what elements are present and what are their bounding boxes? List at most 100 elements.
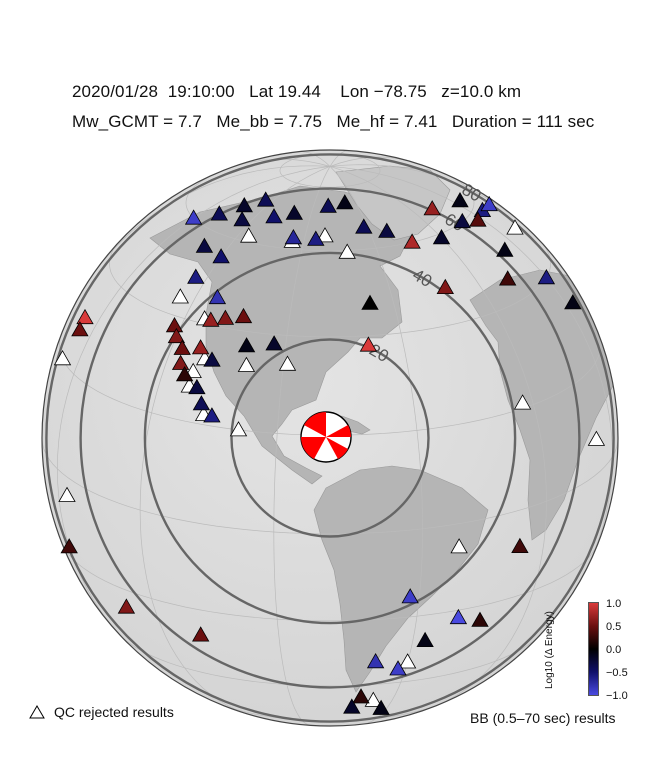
distance-ring (45, 153, 615, 723)
station-marker (195, 237, 214, 253)
qc-rejected-station-marker (278, 355, 297, 371)
qc-rejected-triangle-icon (29, 705, 45, 719)
station-marker (216, 309, 235, 325)
station-marker (192, 395, 211, 411)
station-marker (537, 268, 556, 285)
station-marker (480, 195, 498, 212)
qc-rejected-station-marker (587, 430, 606, 446)
station-marker (343, 698, 361, 714)
meridian-line (329, 166, 547, 710)
event-info-line: 2020/01/28 19:10:00 Lat 19.44 Lon −78.75… (72, 82, 522, 101)
meridian-line (329, 166, 613, 591)
qc-rejected-station-marker (229, 421, 248, 437)
greenland-landmass (335, 165, 451, 241)
station-marker (469, 211, 487, 227)
station-marker (233, 211, 251, 227)
station-marker (173, 339, 191, 355)
beachball-compression-quadrant-3 (300, 437, 326, 459)
station-marker (76, 308, 94, 325)
station-marker (265, 335, 283, 351)
colorbar-title: Log10 (Δ Energy) (544, 611, 555, 689)
station-marker (423, 200, 441, 216)
qc-rejected-station-marker (316, 227, 334, 243)
station-marker (203, 351, 221, 367)
station-marker (366, 652, 385, 669)
qc-rejected-station-marker (338, 243, 356, 259)
station-marker (202, 311, 220, 327)
station-marker (471, 611, 489, 627)
station-marker (449, 608, 468, 625)
bb-results-caption: BB (0.5–70 sec) results (470, 710, 616, 726)
station-marker (71, 321, 89, 337)
station-marker (355, 218, 373, 234)
qc-rejected-station-marker (506, 219, 524, 235)
station-marker (361, 294, 379, 310)
station-marker (319, 197, 337, 213)
qc-rejected-label: QC rejected results (54, 704, 174, 720)
south-america-landmass (313, 465, 489, 693)
station-marker (60, 538, 78, 554)
station-marker (496, 241, 514, 257)
colorbar-tick: −1.0 (606, 690, 628, 702)
station-marker (432, 228, 451, 245)
station-marker (257, 191, 275, 207)
station-marker (234, 307, 253, 324)
station-marker (212, 248, 230, 264)
globe-outline (41, 149, 619, 727)
station-marker (389, 660, 407, 676)
qc-rejected-legend: QC rejected results (28, 704, 174, 720)
station-marker (285, 204, 303, 220)
qc-rejected-station-marker (171, 288, 189, 304)
meridian-line (273, 166, 331, 726)
distance-rings (45, 153, 615, 723)
station-marker (188, 378, 206, 395)
station-marker (352, 688, 370, 704)
colorbar-tick: 0.0 (606, 644, 622, 656)
station-marker (237, 337, 256, 353)
qc-rejected-station-marker (398, 653, 417, 669)
station-marker (235, 196, 253, 213)
station-marker (451, 191, 469, 208)
focal-mechanism-beachball (300, 411, 352, 463)
distance-ring (79, 187, 581, 689)
station-marker (191, 339, 210, 355)
qc-rejected-station-marker (237, 356, 256, 372)
beachball-compression-quadrant-4 (326, 437, 348, 459)
station-marker (284, 228, 303, 245)
colorbar-gradient (588, 602, 599, 696)
beachball-compression-quadrant-2 (326, 425, 352, 437)
station-marker (401, 588, 419, 604)
station-marker (265, 208, 283, 224)
qc-rejected-station-marker (513, 394, 532, 410)
station-marker (203, 407, 221, 423)
station-marker (117, 598, 136, 614)
station-marker (403, 233, 421, 249)
station-marker (378, 222, 396, 238)
distance-ring (143, 251, 517, 625)
station-marker (499, 270, 517, 286)
station-marker (210, 205, 228, 221)
qc-rejected-station-marker (58, 486, 76, 502)
station-marker (453, 212, 471, 229)
station-marker (511, 537, 529, 553)
station-marker (208, 288, 227, 305)
colorbar: Log10 (Δ Energy) 1.0 0.5 0.0 −0.5 −1.0 (544, 598, 628, 702)
station-marker (192, 626, 210, 642)
colorbar-tick: 1.0 (606, 598, 622, 610)
beachball-compression-quadrant-1 (304, 411, 326, 437)
qc-rejected-station-marker (450, 538, 468, 554)
station-marker (184, 209, 203, 225)
station-marker (372, 699, 390, 715)
colorbar-tick: −0.5 (606, 667, 628, 679)
distance-ring (230, 338, 430, 538)
station-marker (187, 268, 205, 284)
station-marker (167, 327, 186, 344)
magnitude-info-line: Mw_GCMT = 7.7 Me_bb = 7.75 Me_hf = 7.41 … (72, 112, 595, 131)
station-markers (53, 191, 606, 715)
colorbar-tick: 0.5 (606, 621, 622, 633)
station-marker (359, 336, 378, 352)
station-marker (307, 230, 325, 246)
station-marker (436, 278, 454, 295)
parallel-line (42, 436, 618, 535)
